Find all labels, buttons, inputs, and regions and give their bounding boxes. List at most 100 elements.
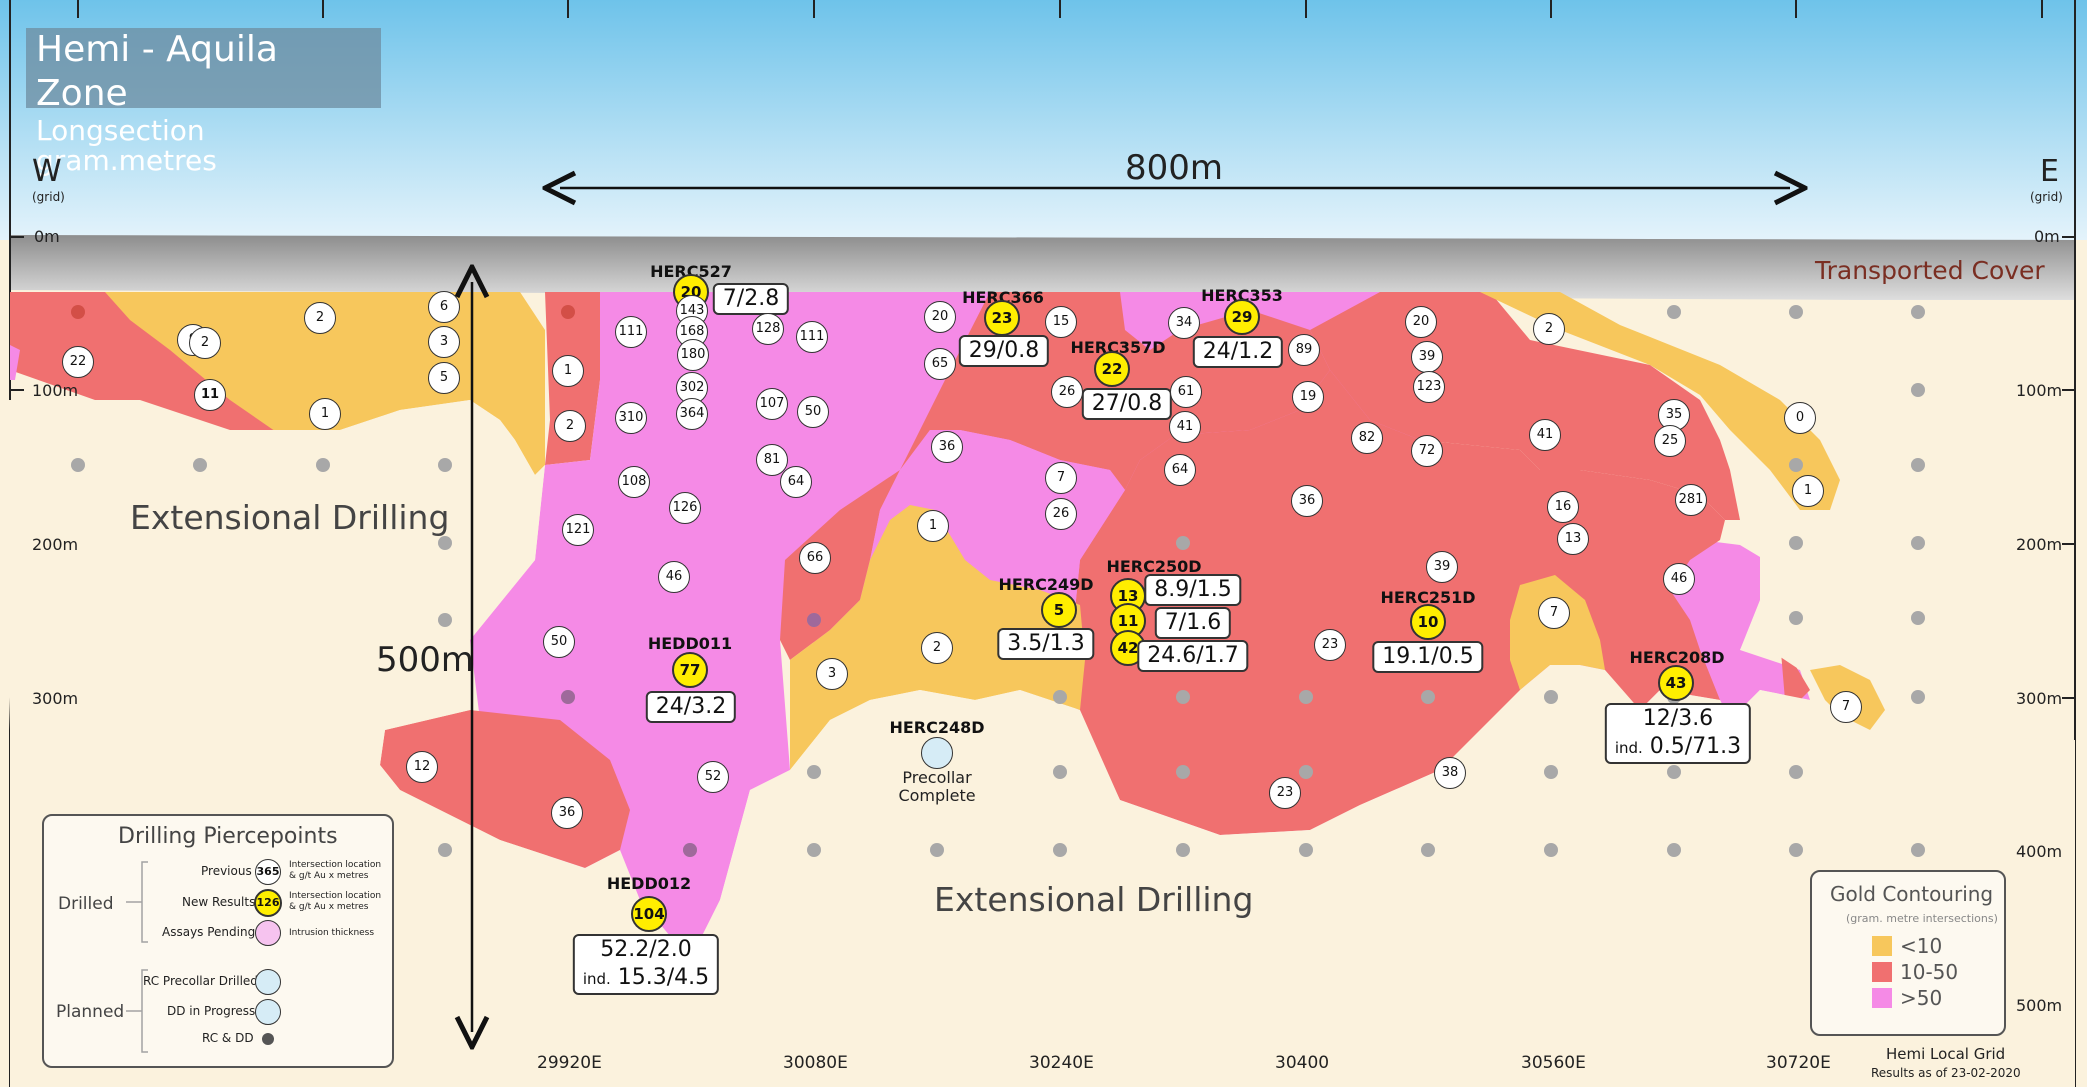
legend-drilled: Drilled	[58, 894, 114, 914]
legend-note2: Intersection location & g/t Au x metres	[289, 891, 382, 912]
east-sub: (grid)	[2030, 190, 2063, 204]
hole-herc248d-label: HERC248D	[889, 718, 985, 737]
previous-result-bubble: 39	[1426, 551, 1458, 583]
hole-herc353-label: HERC353	[1201, 286, 1283, 305]
new-result-bubble: 77	[672, 652, 708, 688]
previous-result-bubble: 50	[797, 396, 829, 428]
previous-result-bubble: 6	[428, 291, 460, 323]
legend-rc-dd-label: RC & DD	[202, 1031, 254, 1045]
legend-note1: Intersection location & g/t Au x metres	[289, 860, 382, 881]
previous-result-bubble: 3	[428, 326, 460, 358]
result-box: 7/2.8	[712, 283, 790, 315]
legend-pending-bubble	[255, 920, 281, 946]
result-box-herc208d: 12/3.6 ind. 0.5/71.3	[1604, 703, 1752, 764]
depth-0-left: 0m	[34, 227, 60, 246]
result-box: 24/1.2	[1192, 336, 1284, 368]
depth-200-left: 200m	[32, 535, 79, 554]
west-label: W	[32, 154, 62, 189]
depth-300-left: 300m	[32, 689, 79, 708]
depth-200-right: 200m	[2016, 535, 2063, 554]
depth-0-right: 0m	[2034, 227, 2060, 246]
previous-result-bubble: 64	[1164, 454, 1196, 486]
previous-result-bubble: 36	[551, 797, 583, 829]
swatch-10-50	[1872, 962, 1892, 982]
previous-result-bubble: 7	[1830, 691, 1862, 723]
legend-rc-dd-dot	[262, 1033, 274, 1045]
previous-result-bubble: 23	[1269, 777, 1301, 809]
depth-400-right: 400m	[2016, 842, 2063, 861]
previous-result-bubble: 2	[554, 410, 586, 442]
previous-result-bubble: 1	[917, 510, 949, 542]
legend-dd-progress-label: DD in Progress	[167, 1004, 256, 1018]
transported-cover-band	[10, 235, 2075, 300]
previous-result-bubble: 281	[1675, 484, 1707, 516]
previous-result-bubble: 36	[1291, 485, 1323, 517]
gold-legend-title: Gold Contouring	[1830, 882, 1994, 906]
result-box: 3.5/1.3	[997, 628, 1095, 660]
scale-500m-label: 500m	[376, 640, 475, 680]
previous-result-bubble: 12	[406, 751, 438, 783]
previous-result-bubble: 38	[1434, 757, 1466, 789]
previous-result-bubble: 1	[552, 355, 584, 387]
previous-result-bubble: 19	[1292, 381, 1324, 413]
previous-result-bubble: 111	[796, 321, 828, 353]
previous-result-bubble: 26	[1045, 498, 1077, 530]
previous-result-bubble: 121	[562, 514, 594, 546]
previous-result-bubble: 34	[1168, 307, 1200, 339]
new-result-bubble: 104	[631, 896, 667, 932]
previous-result-bubble: 7	[1538, 597, 1570, 629]
previous-result-bubble: 22	[62, 346, 94, 378]
herc248d-status2: Complete	[898, 786, 976, 805]
previous-result-bubble: 20	[1405, 306, 1437, 338]
depth-100-right: 100m	[2016, 381, 2063, 400]
previous-result-bubble: 52	[697, 761, 729, 793]
result-value: 52.2/2.0	[600, 937, 692, 962]
previous-result-bubble: 126	[669, 492, 701, 524]
legend-pending-label: Assays Pending	[162, 925, 256, 939]
easting-30400: 30400	[1275, 1053, 1330, 1073]
previous-result-bubble: 7	[1045, 462, 1077, 494]
previous-result-bubble: 2	[1533, 313, 1565, 345]
hole-herc208d-label: HERC208D	[1629, 648, 1725, 667]
legend-previous-bubble: 365	[255, 859, 281, 885]
west-sub: (grid)	[32, 190, 65, 204]
previous-result-bubble: 39	[1411, 341, 1443, 373]
hole-herc251d-label: HERC251D	[1380, 588, 1476, 607]
previous-result-bubble: 41	[1169, 411, 1201, 443]
legend-new-bubble: 126	[254, 889, 282, 917]
previous-result-bubble: 123	[1413, 371, 1445, 403]
previous-result-bubble: 3	[816, 658, 848, 690]
previous-result-bubble: 72	[1411, 435, 1443, 467]
new-result-bubble: 43	[1658, 665, 1694, 701]
depth-300-right: 300m	[2016, 689, 2063, 708]
easting-30080: 30080E	[783, 1053, 848, 1073]
previous-result-bubble: 65	[924, 348, 956, 380]
new-result-bubble: 5	[1041, 592, 1077, 628]
legend-previous-label: Previous	[201, 864, 252, 878]
easting-29920: 29920E	[537, 1053, 602, 1073]
easting-30240: 30240E	[1029, 1053, 1094, 1073]
easting-30560: 30560E	[1521, 1053, 1586, 1073]
previous-result-bubble: 16	[1547, 491, 1579, 523]
result-box: 24/3.2	[645, 691, 737, 723]
hole-herc357d-label: HERC357D	[1070, 338, 1166, 357]
previous-result-bubble: 26	[1051, 376, 1083, 408]
previous-result-bubble: 2	[921, 632, 953, 664]
inc-label: ind.	[582, 970, 611, 988]
extensional-drilling-south: Extensional Drilling	[934, 880, 1254, 919]
scale-800m-label: 800m	[1125, 148, 1224, 188]
swatch-lt10	[1872, 936, 1892, 956]
previous-result-bubble: 128	[752, 313, 784, 345]
title: Hemi - Aquila Zone	[36, 29, 278, 114]
previous-result-bubble: 5	[428, 362, 460, 394]
previous-result-bubble: 66	[799, 542, 831, 574]
hole-hedd012-label: HEDD012	[606, 874, 692, 893]
precollar-bubble	[921, 737, 953, 769]
depth-500-right: 500m	[2016, 996, 2063, 1015]
previous-result-bubble: 364	[676, 398, 708, 430]
previous-result-bubble: 0	[1784, 402, 1816, 434]
new-result-bubble: 22	[1094, 351, 1130, 387]
previous-result-bubble: 180	[677, 339, 709, 371]
grid-note-line1: Hemi Local Grid	[1886, 1045, 2006, 1063]
gold-legend-subtitle: (gram. metre intersections)	[1846, 912, 1998, 925]
